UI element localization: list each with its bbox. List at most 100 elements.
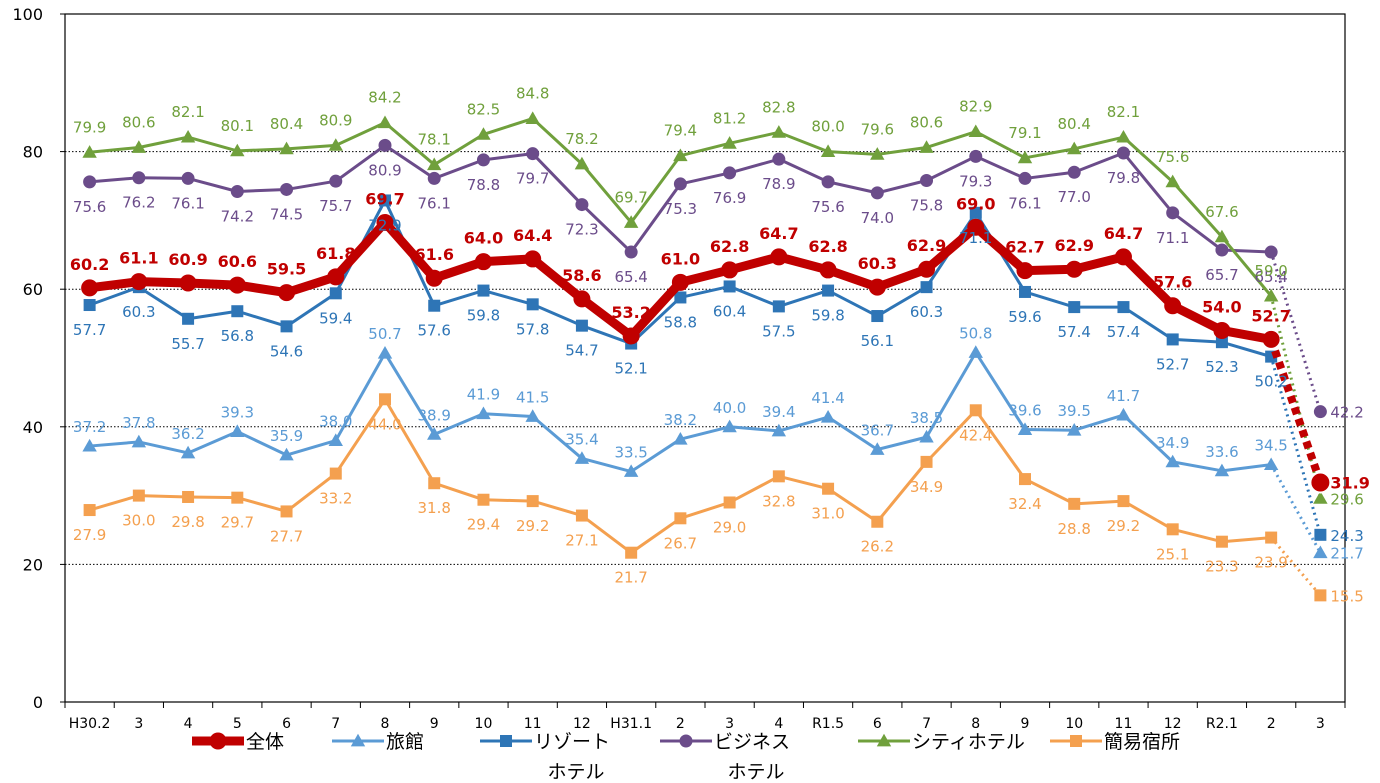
data-point xyxy=(920,455,933,468)
data-point xyxy=(969,149,983,163)
data-label: 54.6 xyxy=(270,342,303,360)
data-point xyxy=(679,734,693,748)
data-point xyxy=(870,147,885,160)
data-point xyxy=(1065,260,1083,278)
data-point xyxy=(1313,405,1327,419)
data-label: 27.9 xyxy=(73,526,106,544)
x-tick-label: 9 xyxy=(1021,716,1030,732)
x-tick-label: 9 xyxy=(430,716,439,732)
data-point xyxy=(427,171,441,185)
data-label: 60.6 xyxy=(218,252,257,271)
data-label: 74.0 xyxy=(861,209,894,227)
data-label: 80.1 xyxy=(221,117,254,135)
data-point xyxy=(1068,497,1081,510)
data-label: 40.0 xyxy=(713,399,746,417)
data-point xyxy=(1165,454,1180,468)
data-point xyxy=(1213,321,1231,339)
data-label: 28.8 xyxy=(1058,520,1091,538)
data-point xyxy=(1018,171,1032,185)
data-point xyxy=(474,253,492,271)
data-label: 29.6 xyxy=(1330,490,1363,508)
data-point xyxy=(280,182,294,196)
data-label: 52.7 xyxy=(1251,306,1290,325)
data-point xyxy=(83,504,96,517)
data-point xyxy=(476,153,490,167)
data-label: 23.3 xyxy=(1205,558,1238,576)
data-label: 76.2 xyxy=(122,194,155,212)
data-point xyxy=(425,269,443,287)
data-label: 62.8 xyxy=(710,237,749,256)
data-label: 84.8 xyxy=(516,85,549,103)
data-point xyxy=(822,482,835,495)
y-tick-label: 100 xyxy=(12,5,43,24)
data-label: 64.7 xyxy=(759,224,798,243)
data-label: 56.8 xyxy=(221,327,254,345)
legend-label: シティホテル xyxy=(912,731,1025,753)
data-label: 79.3 xyxy=(959,172,992,190)
data-point xyxy=(623,215,639,228)
data-label: 82.1 xyxy=(171,103,204,121)
data-label: 75.6 xyxy=(811,198,844,216)
data-label: 62.9 xyxy=(1054,236,1093,255)
series-dotted-segment xyxy=(1270,536,1322,597)
x-tick-label: 3 xyxy=(725,716,734,732)
data-point xyxy=(1214,463,1230,477)
x-tick-label: 11 xyxy=(524,716,542,732)
data-label: 53.2 xyxy=(611,303,650,322)
data-point xyxy=(1067,423,1082,436)
data-label: 79.8 xyxy=(1107,169,1140,187)
x-tick-label: 10 xyxy=(475,716,493,732)
data-point xyxy=(328,433,343,446)
data-point xyxy=(1166,206,1180,220)
data-point xyxy=(179,274,197,292)
data-point xyxy=(230,185,244,199)
data-point xyxy=(1117,495,1130,508)
data-label: 55.7 xyxy=(171,335,204,353)
data-label: 32.4 xyxy=(1008,495,1041,513)
data-point xyxy=(821,175,835,189)
data-point xyxy=(575,198,589,212)
data-point xyxy=(428,477,441,490)
data-point xyxy=(820,409,836,423)
x-tick-label: 11 xyxy=(1115,716,1133,732)
data-point xyxy=(969,404,982,417)
data-label: 54.0 xyxy=(1202,297,1241,316)
data-label: 82.5 xyxy=(467,100,500,118)
data-label: 59.8 xyxy=(467,307,500,325)
data-label: 78.8 xyxy=(467,176,500,194)
data-label: 72.3 xyxy=(565,221,598,239)
data-point xyxy=(870,186,884,200)
data-label: 61.8 xyxy=(316,244,355,263)
data-label: 38.5 xyxy=(910,409,943,427)
data-label: 59.6 xyxy=(1008,308,1041,326)
data-point xyxy=(1019,473,1031,486)
data-label: 61.1 xyxy=(119,249,158,268)
x-tick-label: 8 xyxy=(381,716,390,732)
data-label: 84.2 xyxy=(368,89,401,107)
data-label: 29.7 xyxy=(221,514,254,532)
data-label: 80.4 xyxy=(270,115,303,133)
series-layer xyxy=(81,111,1332,602)
data-point xyxy=(182,490,195,503)
data-label: 60.3 xyxy=(122,303,155,321)
data-point xyxy=(573,290,591,308)
data-label: 38.0 xyxy=(319,413,352,431)
data-label: 75.8 xyxy=(910,196,943,214)
data-label: 37.2 xyxy=(73,418,106,436)
data-point xyxy=(1116,146,1130,160)
data-label: 29.2 xyxy=(516,517,549,535)
data-label: 76.9 xyxy=(713,189,746,207)
data-label: 59.0 xyxy=(1254,262,1287,280)
data-point xyxy=(623,464,639,477)
y-tick-label: 40 xyxy=(23,418,43,437)
data-point xyxy=(574,451,590,464)
data-point xyxy=(876,733,892,747)
data-label: 79.9 xyxy=(73,118,106,136)
data-point xyxy=(329,287,342,300)
data-point xyxy=(1309,471,1332,494)
x-tick-label: 7 xyxy=(331,716,340,732)
data-point xyxy=(1016,262,1034,280)
data-label: 38.9 xyxy=(418,406,451,424)
data-label: 52.3 xyxy=(1205,358,1238,376)
